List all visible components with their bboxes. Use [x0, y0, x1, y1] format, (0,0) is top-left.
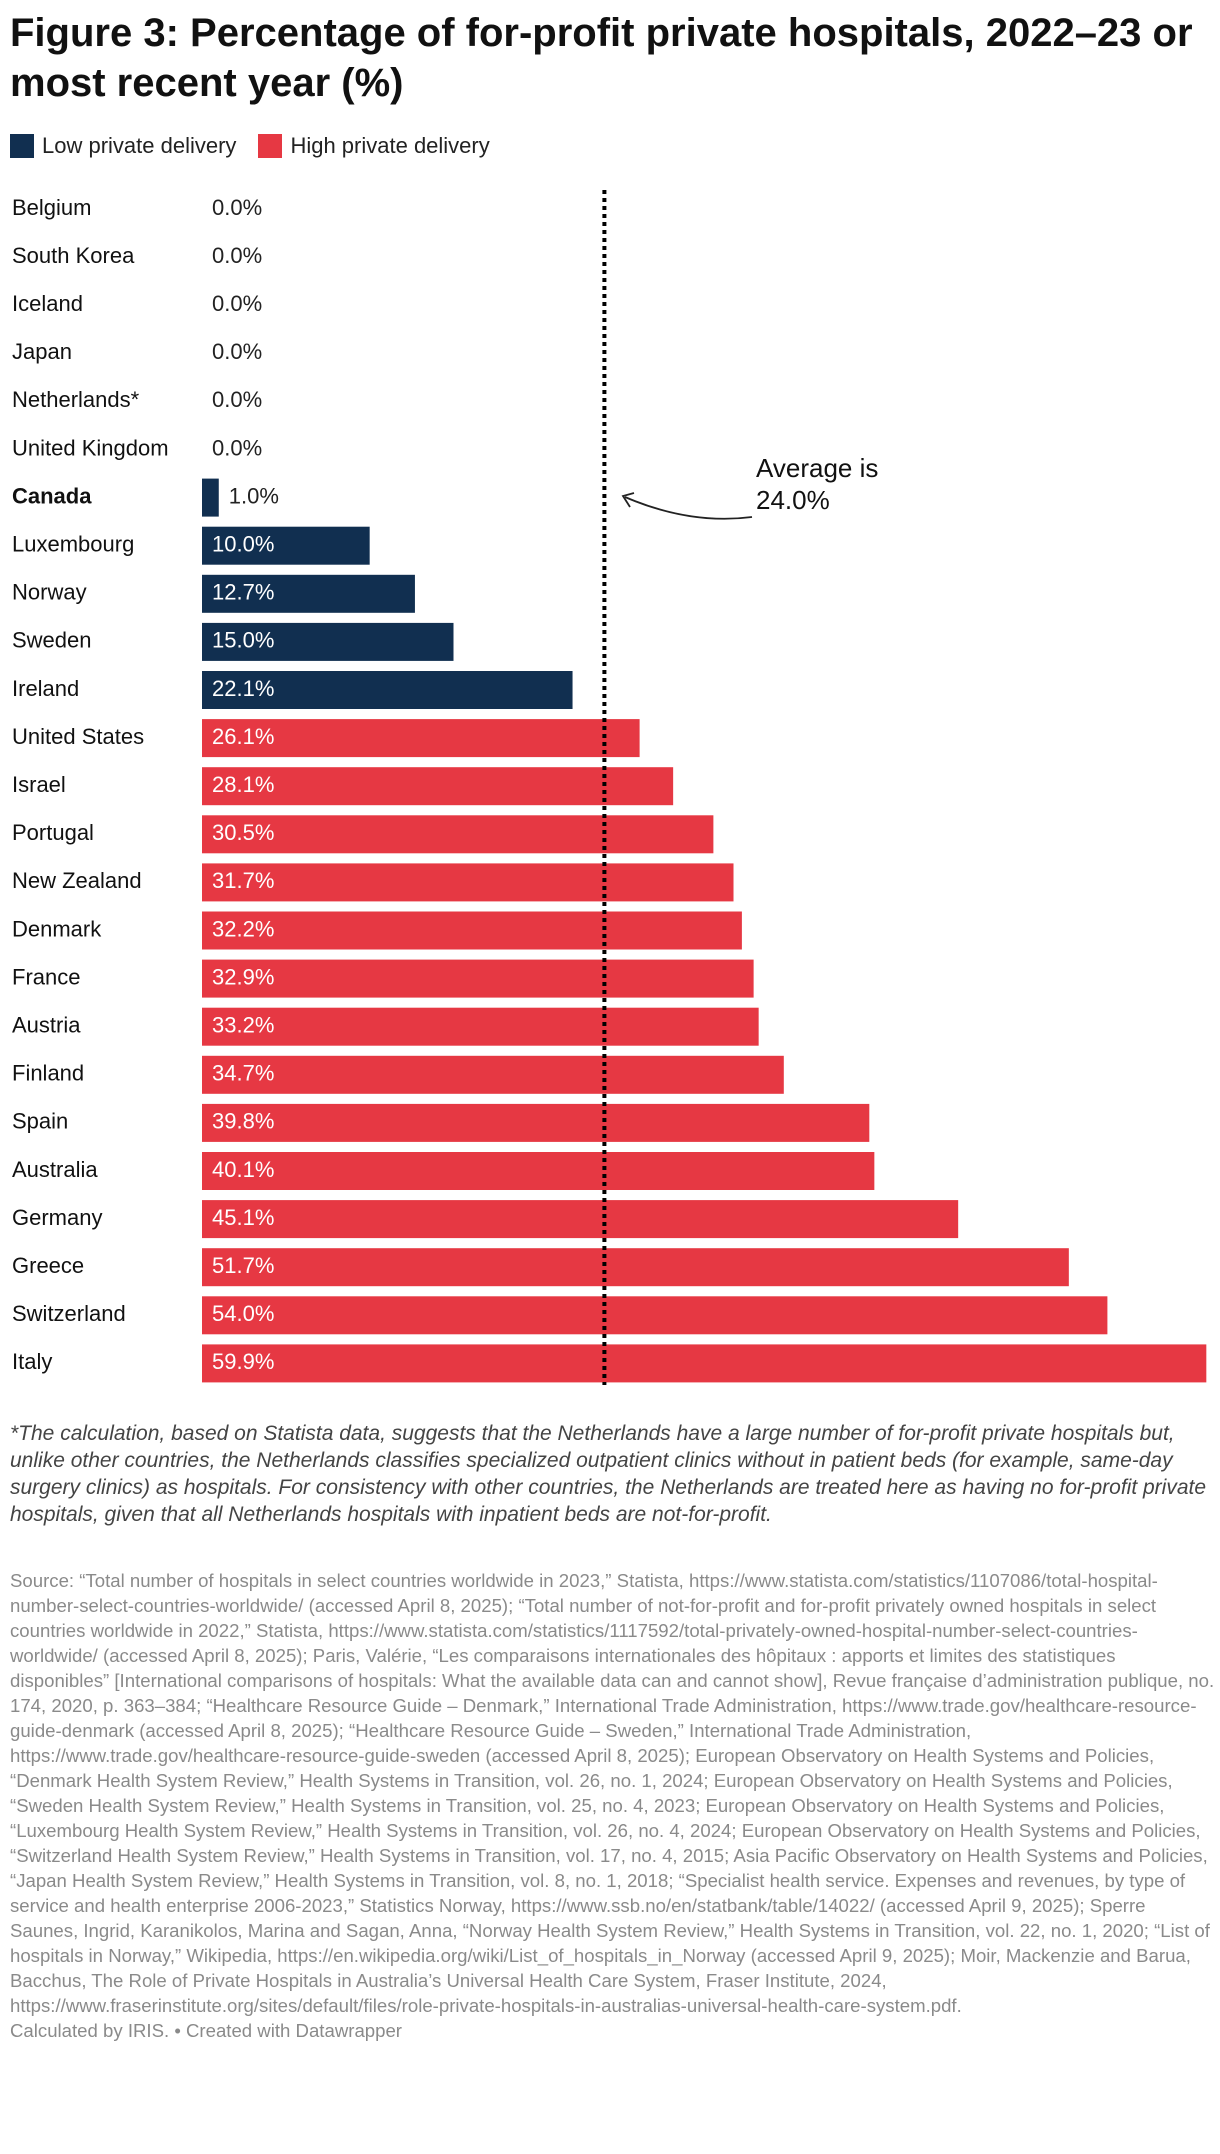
- bar: [202, 1248, 1069, 1287]
- annotation-arrow: [624, 496, 753, 520]
- annotation: Average is: [756, 453, 878, 483]
- bar: [202, 1200, 959, 1239]
- bar: [202, 1103, 870, 1142]
- category-label: New Zealand: [12, 868, 142, 893]
- bar: [202, 478, 219, 517]
- value-label: 10.0%: [212, 532, 274, 557]
- source-text: Source: “Total number of hospitals in se…: [10, 1570, 1215, 2016]
- source: Source: “Total number of hospitals in se…: [10, 1568, 1218, 2043]
- value-label: 0.0%: [212, 291, 262, 316]
- category-label: Iceland: [12, 291, 83, 316]
- category-label: Denmark: [12, 916, 102, 941]
- category-label: Spain: [12, 1109, 68, 1134]
- value-label: 26.1%: [212, 724, 274, 749]
- bar: [202, 574, 415, 613]
- value-label: 45.1%: [212, 1205, 274, 1230]
- category-label: Germany: [12, 1205, 102, 1230]
- category-label: Greece: [12, 1253, 84, 1278]
- category-label: Italy: [12, 1349, 52, 1374]
- chart: Belgium 0.0% South Korea 0.0% Iceland 0.0% Jap…: [12, 190, 1207, 1385]
- category-label: United States: [12, 724, 144, 749]
- value-label: 40.1%: [212, 1157, 274, 1182]
- value-label: 0.0%: [212, 243, 262, 268]
- value-label: 1.0%: [229, 483, 279, 508]
- value-label: 28.1%: [212, 772, 274, 797]
- value-label: 39.8%: [212, 1109, 274, 1134]
- bar: [202, 719, 640, 758]
- chart-title: Figure 3: Percentage of for-profit priva…: [10, 11, 1193, 105]
- annotation: 24.0%: [756, 485, 830, 515]
- category-label: Belgium: [12, 195, 91, 220]
- value-label: 0.0%: [212, 339, 262, 364]
- bar: [202, 671, 573, 709]
- bar: [202, 1055, 784, 1094]
- value-label: 31.7%: [212, 868, 274, 893]
- value-label: 0.0%: [212, 435, 262, 460]
- category-label: France: [12, 964, 80, 989]
- bar: [202, 1007, 759, 1046]
- legend-item: High private delivery: [258, 133, 490, 159]
- category-label: Switzerland: [12, 1301, 126, 1326]
- value-label: 51.7%: [212, 1253, 274, 1278]
- category-label: South Korea: [12, 243, 135, 268]
- category-label: Sweden: [12, 628, 92, 653]
- category-label: Luxembourg: [12, 532, 134, 557]
- bar: [202, 1296, 1108, 1335]
- bar: [202, 959, 754, 998]
- credit: Calculated by IRIS. • Created with Dataw…: [10, 2020, 402, 2041]
- category-label: Ireland: [12, 676, 79, 701]
- bar: [202, 911, 742, 950]
- value-label: 12.7%: [212, 580, 274, 605]
- bar: [202, 1152, 875, 1190]
- value-label: 33.2%: [212, 1013, 274, 1038]
- value-label: 0.0%: [212, 195, 262, 220]
- bar: [202, 622, 454, 661]
- value-label: 54.0%: [212, 1301, 274, 1326]
- footnote: *The calculation, based on Statista data…: [10, 1422, 1207, 1526]
- bar: [202, 526, 370, 565]
- bar: [202, 1344, 1207, 1383]
- value-label: 30.5%: [212, 820, 274, 845]
- bar: [202, 767, 674, 806]
- legend-label: Low private delivery: [42, 133, 237, 158]
- category-label: United Kingdom: [12, 435, 169, 460]
- bar: [202, 815, 714, 854]
- value-label: 34.7%: [212, 1061, 274, 1086]
- legend: Low private delivery High private deliver…: [10, 133, 512, 159]
- value-label: 22.1%: [212, 676, 274, 701]
- legend-item: Low private delivery: [10, 133, 236, 159]
- value-label: 59.9%: [212, 1349, 274, 1374]
- value-label: 0.0%: [212, 387, 262, 412]
- value-label: 32.2%: [212, 916, 274, 941]
- value-label: 32.9%: [212, 964, 274, 989]
- category-label: Canada: [12, 483, 92, 508]
- category-label: Austria: [12, 1013, 81, 1038]
- bar: [202, 863, 734, 902]
- category-label: Portugal: [12, 820, 94, 845]
- legend-swatch: [10, 134, 34, 158]
- category-label: Australia: [12, 1157, 98, 1182]
- legend-label: High private delivery: [290, 133, 490, 158]
- legend-swatch: [258, 134, 283, 158]
- value-label: 15.0%: [212, 628, 274, 653]
- category-label: Norway: [12, 580, 87, 605]
- category-label: Netherlands*: [12, 387, 140, 412]
- category-label: Japan: [12, 339, 72, 364]
- category-label: Finland: [12, 1061, 84, 1086]
- annotation-arrowhead: [621, 492, 635, 508]
- category-label: Israel: [12, 772, 66, 797]
